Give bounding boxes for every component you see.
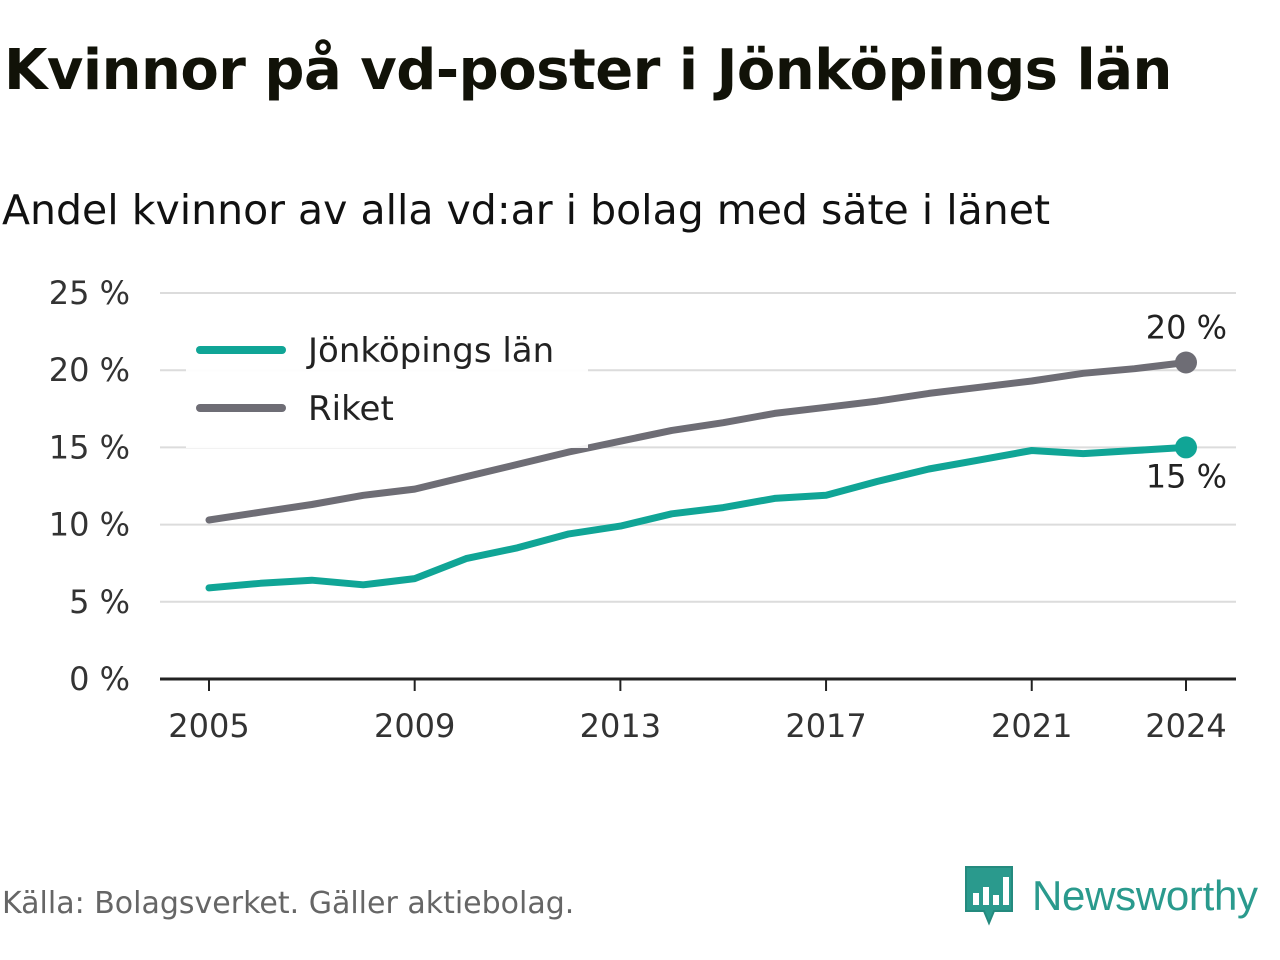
x-tick-label: 2013 (580, 707, 661, 745)
x-tick-label: 2017 (785, 707, 866, 745)
y-tick-label: 10 % (49, 506, 130, 544)
source-note: Källa: Bolagsverket. Gäller aktiebolag. (2, 886, 575, 921)
legend-label: Riket (308, 389, 394, 429)
series-endpoint (1175, 436, 1197, 459)
x-tick-label: 2009 (374, 707, 455, 745)
x-axis-ticks: 2005 2009 2013 2017 2021 2024 (168, 679, 1227, 745)
chart-title: Kvinnor på vd-poster i Jönköpings län (4, 38, 1172, 103)
series-endpoint (1175, 351, 1197, 374)
series-line (205, 443, 1190, 592)
y-tick-label: 15 % (49, 428, 130, 466)
series-line (205, 359, 1190, 524)
series-lines (205, 359, 1190, 592)
y-axis-ticks: 0 % 5 % 10 % 15 % 20 % 25 % (49, 274, 130, 698)
chart-subtitle: Andel kvinnor av alla vd:ar i bolag med … (2, 186, 1051, 234)
legend: Jönköpings län Riket (186, 322, 588, 448)
x-tick-label: 2024 (1145, 707, 1226, 745)
newsworthy-logo-icon (965, 866, 1013, 926)
series-endpoints: 20 % 15 % (1146, 308, 1227, 495)
x-tick-label: 2005 (168, 707, 249, 745)
brand-name: Newsworthy (1032, 872, 1258, 919)
end-value-label: 15 % (1146, 457, 1227, 495)
legend-background (186, 322, 588, 448)
end-value-label: 20 % (1146, 308, 1227, 346)
y-tick-label: 20 % (49, 351, 130, 389)
y-tick-label: 0 % (69, 660, 130, 698)
line-chart: 0 %5 %10 %15 %20 %25 % 2005 2009 2013 2017 2… (49, 274, 1236, 745)
y-tick-label: 5 % (69, 583, 130, 621)
y-tick-label: 25 % (49, 274, 130, 312)
brand-logo[interactable]: Newsworthy (964, 864, 1258, 928)
x-tick-label: 2021 (991, 707, 1072, 745)
legend-label: Jönköpings län (306, 331, 554, 371)
